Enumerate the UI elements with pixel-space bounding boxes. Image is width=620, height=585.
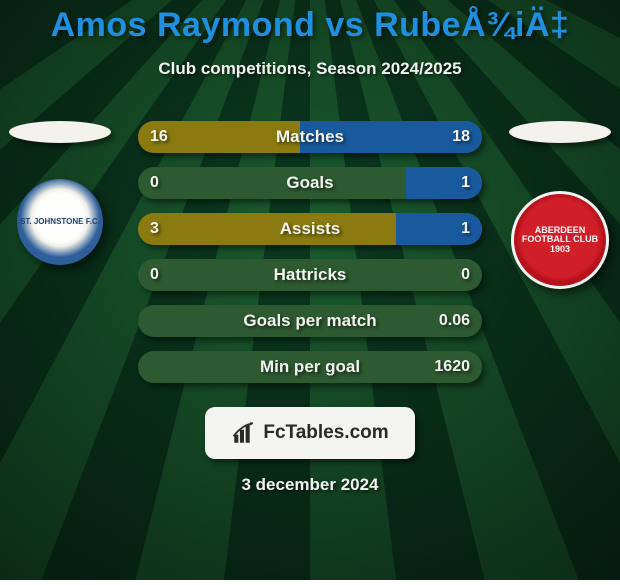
stat-bar-fill-left	[138, 213, 396, 245]
stat-bar: Goals per match0.06	[138, 305, 482, 337]
stat-bar: Min per goal1620	[138, 351, 482, 383]
comparison-bars: Matches1618Goals01Assists31Hattricks00Go…	[138, 121, 482, 383]
stat-bar-label: Goals per match	[138, 305, 482, 337]
stat-bar-value-right: 1620	[434, 351, 470, 383]
club-crest-left-icon: ST. JOHNSTONE F.C.	[17, 179, 103, 265]
brand-logo-icon	[231, 420, 257, 446]
player-right-column: ABERDEEN FOOTBALL CLUB 1903	[500, 121, 620, 289]
page-subtitle: Club competitions, Season 2024/2025	[0, 59, 620, 79]
player-left-column: ST. JOHNSTONE F.C.	[0, 121, 120, 265]
brand-text: FcTables.com	[263, 422, 388, 444]
footer-date: 3 december 2024	[0, 475, 620, 495]
stat-bar-fill-right	[406, 167, 482, 199]
brand-badge: FcTables.com	[205, 407, 415, 459]
club-crest-right-label: ABERDEEN FOOTBALL CLUB 1903	[514, 226, 606, 254]
stat-bar-fill-right	[300, 121, 482, 153]
stat-bar-value-left: 0	[150, 167, 159, 199]
page-title: Amos Raymond vs RubeÅ¾iÄ‡	[0, 0, 620, 45]
flag-right-icon	[509, 121, 611, 143]
stat-bar-fill-left	[138, 121, 300, 153]
stat-bar-value-right: 0	[461, 259, 470, 291]
stat-bar-value-right: 0.06	[439, 305, 470, 337]
stat-bar: Assists31	[138, 213, 482, 245]
stat-bar: Hattricks0 0	[138, 259, 482, 291]
stat-bar: Goals01	[138, 167, 482, 199]
stat-bar-label: Min per goal	[138, 351, 482, 383]
stat-bar-label: Hattricks	[138, 259, 482, 291]
stat-bar: Matches1618	[138, 121, 482, 153]
club-crest-left-label: ST. JOHNSTONE F.C.	[20, 218, 100, 226]
club-crest-right-icon: ABERDEEN FOOTBALL CLUB 1903	[511, 191, 609, 289]
flag-left-icon	[9, 121, 111, 143]
stat-bar-fill-right	[396, 213, 482, 245]
stat-bar-value-left: 0	[150, 259, 159, 291]
